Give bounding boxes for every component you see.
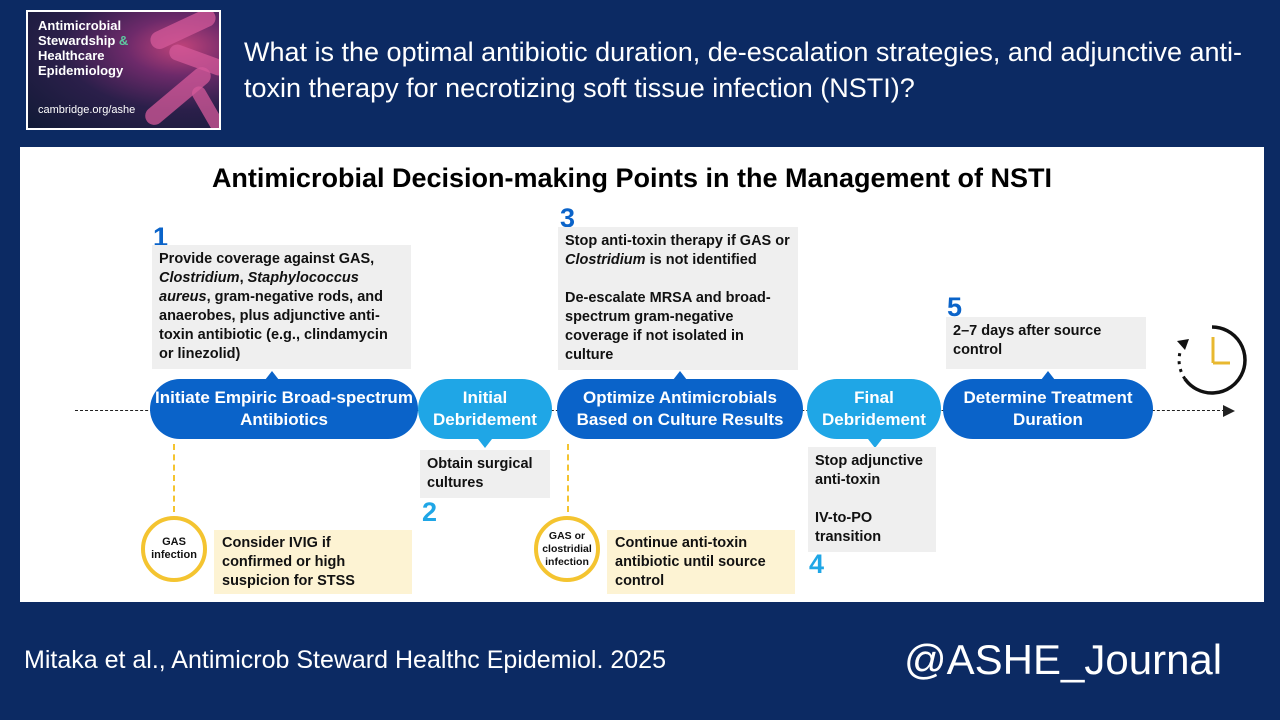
- stage-initial-debridement: Initial Debridement: [418, 379, 552, 439]
- citation: Mitaka et al., Antimicrob Steward Health…: [24, 646, 666, 674]
- twitter-handle[interactable]: @ASHE_Journal: [904, 636, 1223, 683]
- pointer-step4: [868, 439, 882, 448]
- condition2-connector: [567, 444, 569, 512]
- step1-note: Provide coverage against GAS, Clostridiu…: [152, 245, 411, 369]
- stage-final-debridement: Final Debridement: [807, 379, 941, 439]
- step2-note: Obtain surgical cultures: [420, 450, 550, 498]
- step-number-1: 1: [153, 222, 169, 252]
- stage-label: Optimize Antimicrobials Based on Culture…: [576, 388, 784, 429]
- step-number-4: 4: [809, 549, 825, 579]
- pointer-step5: [1041, 371, 1055, 380]
- step5-note: 2–7 days after source control: [946, 317, 1146, 369]
- step-number-5: 5: [947, 292, 963, 322]
- stage-label: Initial Debridement: [433, 388, 537, 429]
- condition2-note: Continue anti-toxin antibiotic until sou…: [607, 530, 795, 594]
- journal-logo: Antimicrobial Stewardship & Healthcare E…: [26, 10, 221, 130]
- stage-label: Final Debridement: [822, 388, 926, 429]
- stage-label: Determine Treatment Duration: [963, 388, 1133, 429]
- step4-note: Stop adjunctive anti-toxin IV-to-PO tran…: [808, 447, 936, 552]
- timeline-arrowhead: [1223, 405, 1235, 417]
- research-question: What is the optimal antibiotic duration,…: [244, 37, 1243, 103]
- condition2-circle: GAS or clostridial infection: [534, 516, 600, 582]
- logo-url: cambridge.org/ashe: [38, 104, 136, 116]
- logo-text: Antimicrobial Stewardship & Healthcare E…: [38, 18, 129, 78]
- step3-note: Stop anti-toxin therapy if GAS or Clostr…: [558, 227, 798, 370]
- condition1-connector: [173, 444, 175, 512]
- stage-determine-duration: Determine Treatment Duration: [943, 379, 1153, 439]
- pointer-step1: [265, 371, 279, 380]
- pointer-step3: [673, 371, 687, 380]
- diagram-panel: Antimicrobial Decision-making Points in …: [20, 147, 1264, 602]
- clock-icon: [1177, 325, 1247, 395]
- diagram-title: Antimicrobial Decision-making Points in …: [211, 163, 1053, 193]
- step-number-3: 3: [560, 203, 576, 233]
- step-number-2: 2: [422, 497, 438, 527]
- pointer-step2: [478, 439, 492, 448]
- stage-label: Initiate Empiric Broad-spectrum Antibiot…: [155, 388, 413, 429]
- condition1-circle: GAS infection: [141, 516, 207, 582]
- condition1-note: Consider IVIG if confirmed or high suspi…: [214, 530, 412, 594]
- stage-optimize-antimicrobials: Optimize Antimicrobials Based on Culture…: [557, 379, 803, 439]
- stage-initiate-empiric: Initiate Empiric Broad-spectrum Antibiot…: [150, 379, 418, 439]
